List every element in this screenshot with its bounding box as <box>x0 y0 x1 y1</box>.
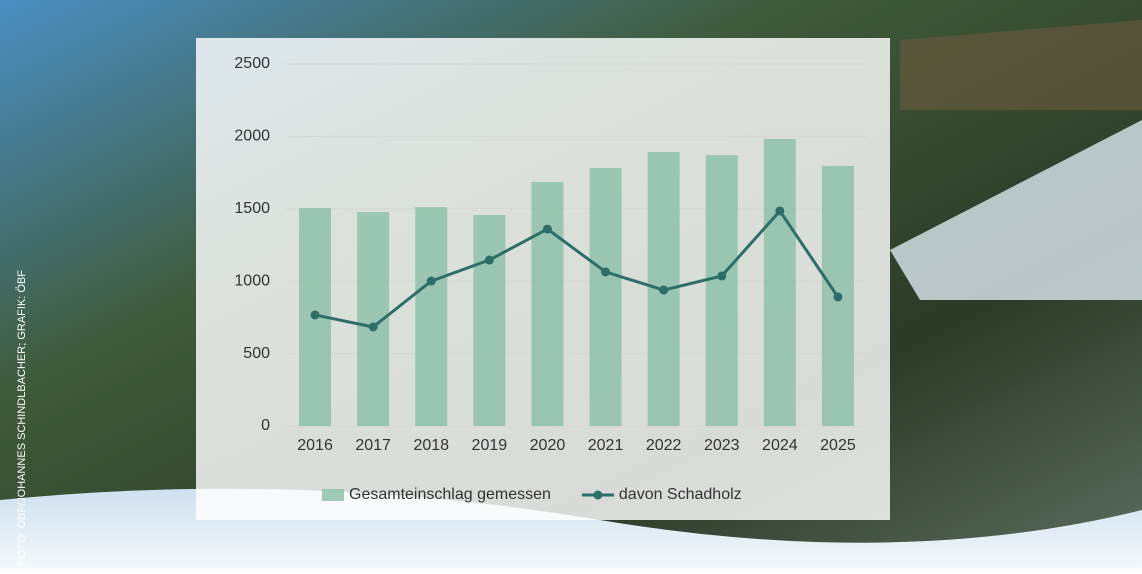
line-point <box>369 322 378 331</box>
bar <box>706 155 738 426</box>
bar <box>590 168 622 426</box>
x-tick-label: 2018 <box>413 437 449 454</box>
bar <box>764 139 796 426</box>
photo-credit: FOTO: ÖBF/JOHANNES SCHINDLBACHER; GRAFIK… <box>16 270 28 565</box>
line-point <box>775 206 784 215</box>
chart: FOTO: ÖBF/JOHANNES SCHINDLBACHER; GRAFIK… <box>0 0 1142 569</box>
bar <box>531 182 563 426</box>
y-tick-label: 1000 <box>234 272 270 289</box>
x-tick-label: 2024 <box>762 437 798 454</box>
legend-swatch <box>593 491 602 500</box>
line-point <box>601 267 610 276</box>
line-point <box>543 225 552 234</box>
bar <box>415 207 447 426</box>
legend-swatch <box>322 489 344 501</box>
x-tick-label: 2020 <box>530 437 566 454</box>
line-point <box>311 310 320 319</box>
y-tick-label: 2500 <box>234 55 270 72</box>
y-tick-label: 0 <box>261 417 270 434</box>
legend-label: Gesamteinschlag gemessen <box>349 486 551 503</box>
line-point <box>485 256 494 265</box>
x-tick-label: 2023 <box>704 437 740 454</box>
y-tick-label: 2000 <box>234 128 270 145</box>
y-tick-label: 500 <box>243 345 270 362</box>
legend-label: davon Schadholz <box>619 486 742 503</box>
page: FOTO: ÖBF/JOHANNES SCHINDLBACHER; GRAFIK… <box>0 0 1142 569</box>
line-point <box>833 292 842 301</box>
line-point <box>717 271 726 280</box>
x-tick-label: 2017 <box>355 437 391 454</box>
line-point <box>659 286 668 295</box>
bar <box>473 215 505 426</box>
x-tick-label: 2025 <box>820 437 856 454</box>
x-tick-label: 2022 <box>646 437 682 454</box>
line-point <box>427 277 436 286</box>
x-tick-label: 2021 <box>588 437 624 454</box>
y-tick-label: 1500 <box>234 200 270 217</box>
x-tick-label: 2016 <box>297 437 333 454</box>
x-tick-label: 2019 <box>472 437 508 454</box>
